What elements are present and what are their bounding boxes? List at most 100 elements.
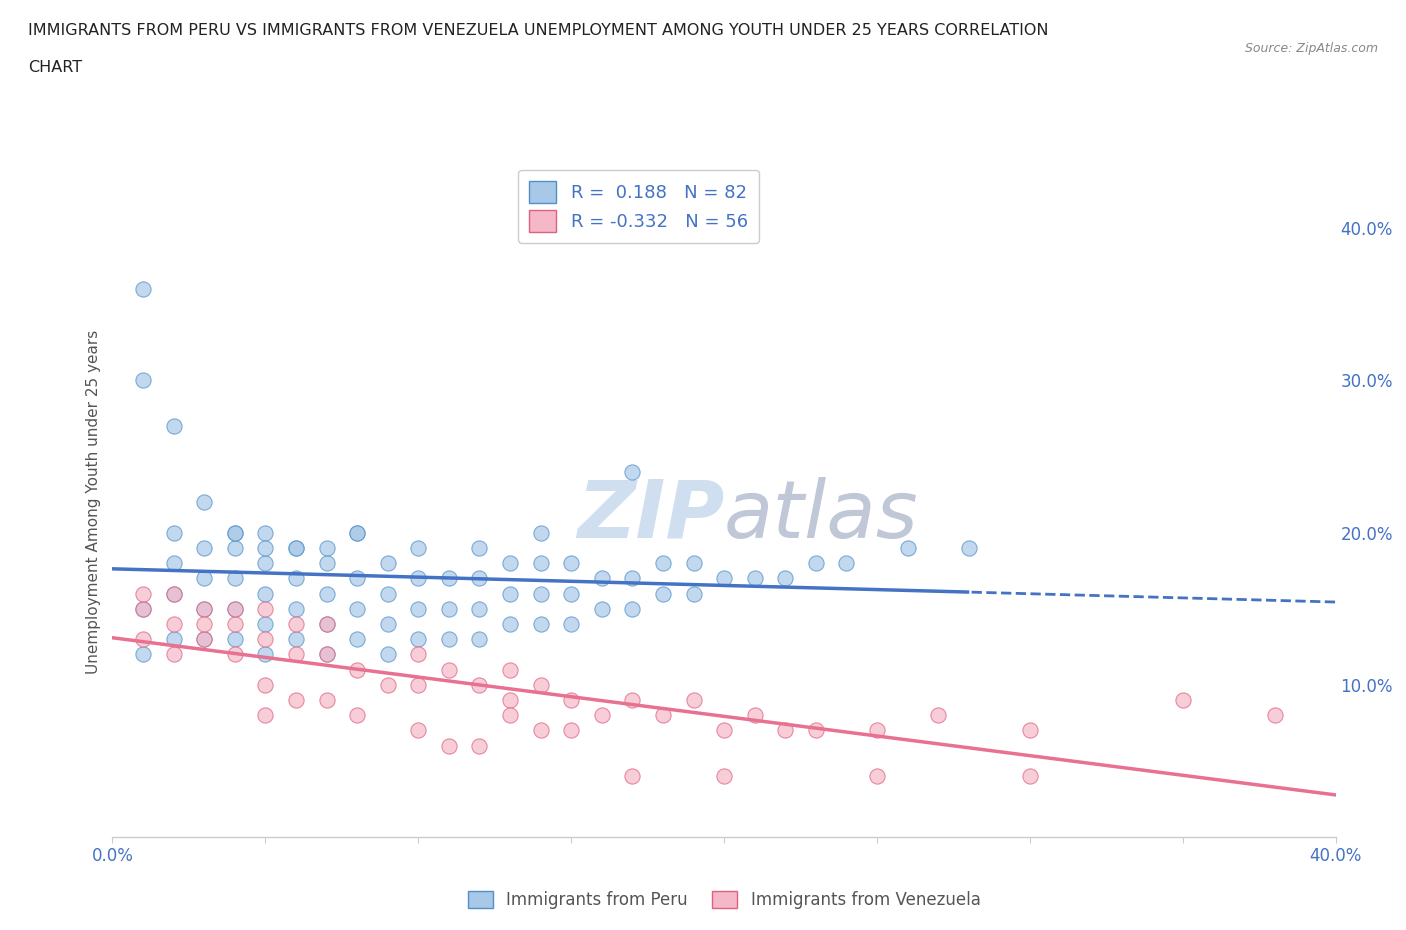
Point (193, 602, 215, 617)
Point (284, 571, 308, 586)
Point (530, 555, 553, 570)
Point (408, 647, 430, 662)
Point (377, 586, 399, 601)
Point (957, 540, 980, 555)
Point (254, 586, 277, 601)
Point (284, 693, 308, 708)
Point (437, 662, 460, 677)
Point (132, 602, 155, 617)
Point (775, 571, 797, 586)
Point (346, 571, 368, 586)
Point (591, 571, 613, 586)
Point (346, 708, 368, 723)
Point (652, 586, 675, 601)
Point (927, 708, 949, 723)
Point (560, 617, 582, 631)
Point (163, 586, 186, 601)
Point (408, 571, 430, 586)
Point (652, 708, 675, 723)
Point (408, 723, 430, 737)
Point (621, 464, 644, 479)
Point (744, 708, 766, 723)
Point (163, 617, 186, 631)
Point (408, 602, 430, 617)
Point (621, 602, 644, 617)
Point (254, 677, 277, 692)
Point (468, 677, 491, 692)
Point (284, 647, 308, 662)
Point (284, 617, 308, 631)
Point (132, 631, 155, 646)
Point (315, 693, 337, 708)
Point (682, 586, 704, 601)
Point (224, 631, 246, 646)
Point (1171, 693, 1194, 708)
Point (468, 631, 491, 646)
Point (254, 631, 277, 646)
Text: IMMIGRANTS FROM PERU VS IMMIGRANTS FROM VENEZUELA UNEMPLOYMENT AMONG YOUTH UNDER: IMMIGRANTS FROM PERU VS IMMIGRANTS FROM … (28, 23, 1049, 38)
Point (499, 586, 522, 601)
Point (775, 723, 797, 737)
Point (224, 617, 246, 631)
Point (835, 555, 858, 570)
Point (163, 647, 186, 662)
Point (377, 617, 399, 631)
Point (1264, 708, 1286, 723)
Text: ZIP: ZIP (576, 476, 724, 554)
Point (315, 540, 337, 555)
Point (437, 571, 460, 586)
Point (560, 555, 582, 570)
Point (163, 586, 186, 601)
Point (224, 525, 246, 540)
Point (530, 617, 553, 631)
Point (713, 723, 735, 737)
Point (499, 708, 522, 723)
Point (193, 631, 215, 646)
Point (346, 631, 368, 646)
Point (284, 602, 308, 617)
Point (224, 602, 246, 617)
Point (284, 540, 308, 555)
Point (193, 602, 215, 617)
Point (621, 571, 644, 586)
Point (254, 602, 277, 617)
Point (254, 525, 277, 540)
Point (163, 525, 186, 540)
Point (1018, 723, 1040, 737)
Point (1018, 769, 1040, 784)
Point (621, 769, 644, 784)
Point (346, 525, 368, 540)
Point (682, 555, 704, 570)
Point (499, 662, 522, 677)
Point (804, 723, 827, 737)
Point (132, 586, 155, 601)
Point (866, 769, 889, 784)
Text: atlas: atlas (724, 476, 920, 554)
Point (193, 617, 215, 631)
Point (437, 631, 460, 646)
Point (254, 708, 277, 723)
Point (132, 647, 155, 662)
Point (468, 602, 491, 617)
Point (499, 693, 522, 708)
Point (408, 677, 430, 692)
Point (315, 617, 337, 631)
Text: CHART: CHART (28, 60, 82, 75)
Point (560, 586, 582, 601)
Point (224, 540, 246, 555)
Point (468, 738, 491, 753)
Point (560, 693, 582, 708)
Point (346, 602, 368, 617)
Point (682, 693, 704, 708)
Point (437, 602, 460, 617)
Point (377, 647, 399, 662)
Point (713, 571, 735, 586)
Point (621, 693, 644, 708)
Point (346, 662, 368, 677)
Point (254, 555, 277, 570)
Point (530, 525, 553, 540)
Point (193, 631, 215, 646)
Point (284, 540, 308, 555)
Point (224, 647, 246, 662)
Point (530, 586, 553, 601)
